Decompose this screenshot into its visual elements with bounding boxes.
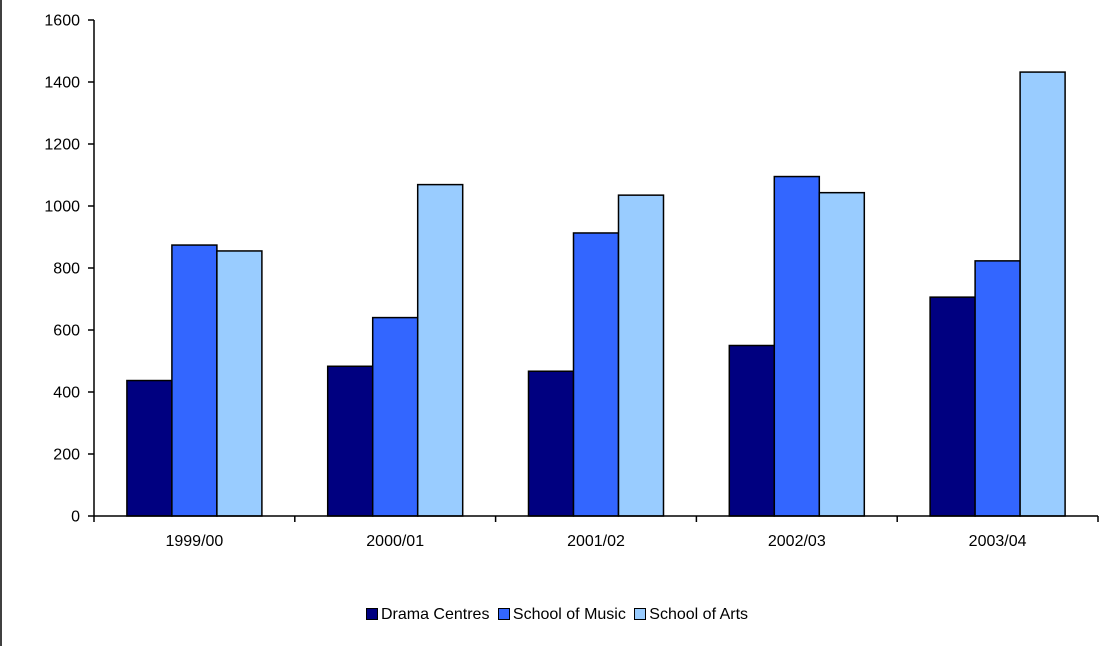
bar-school-of-arts-2001-02 <box>617 194 665 517</box>
bar-drama-centres-2002-03 <box>728 344 776 517</box>
legend-item-school-of-arts: School of Arts <box>634 606 748 624</box>
legend-item-drama-centres: Drama Centres <box>365 606 490 624</box>
legend-label-drama-centres: Drama Centres <box>380 606 490 623</box>
bar-school-of-arts-2002-03 <box>818 191 866 517</box>
bar-school-of-music-2003-04 <box>974 260 1021 517</box>
y-tick-label-800: 800 <box>53 261 80 278</box>
bar-drama-centres-2003-04 <box>929 296 976 517</box>
bar-school-of-music-2002-03 <box>773 175 821 517</box>
x-tick-label-2001-02: 2001/02 <box>567 533 625 550</box>
legend-item-school-of-music: School of Music <box>497 606 626 624</box>
legend-label-school-of-arts: School of Arts <box>649 606 749 623</box>
plot-area: 0 200 400 600 800 1000 1200 1400 1600 1999/00 2000… <box>44 13 1099 550</box>
x-tick-label-2000-01: 2000/01 <box>366 533 424 550</box>
bar-school-of-arts-2003-04 <box>1019 71 1066 517</box>
legend-swatch-school-of-music <box>497 608 510 620</box>
bar-school-of-music-2000-01 <box>371 316 419 517</box>
y-tick-label-1200: 1200 <box>44 137 80 154</box>
bar-school-of-arts-1999-00 <box>216 250 263 517</box>
bar-drama-centres-2001-02 <box>527 370 575 517</box>
legend-label-school-of-music: School of Music <box>512 606 626 623</box>
y-tick-label-200: 200 <box>53 447 80 464</box>
x-tick-label-2003-04: 2003/04 <box>969 533 1027 550</box>
x-tick-label-1999-00: 1999/00 <box>165 533 223 550</box>
bar-drama-centres-1999-00 <box>126 379 173 517</box>
y-tick-label-1000: 1000 <box>44 199 80 216</box>
bar-school-of-music-2001-02 <box>572 232 620 517</box>
y-tick-label-400: 400 <box>53 385 80 402</box>
bar-drama-centres-2000-01 <box>326 365 374 517</box>
legend: Drama Centres School of Music School of … <box>0 606 1114 624</box>
y-tick-label-1600: 1600 <box>44 13 80 30</box>
legend-swatch-drama-centres <box>365 608 378 620</box>
y-tick-label-600: 600 <box>53 323 80 340</box>
y-tick-label-0: 0 <box>71 509 80 526</box>
y-tick-label-1400: 1400 <box>44 75 80 92</box>
bar-school-of-music-1999-00 <box>171 244 218 517</box>
bar-school-of-arts-2000-01 <box>416 183 464 517</box>
legend-swatch-school-of-arts <box>634 608 647 620</box>
x-tick-label-2002-03: 2002/03 <box>768 533 826 550</box>
